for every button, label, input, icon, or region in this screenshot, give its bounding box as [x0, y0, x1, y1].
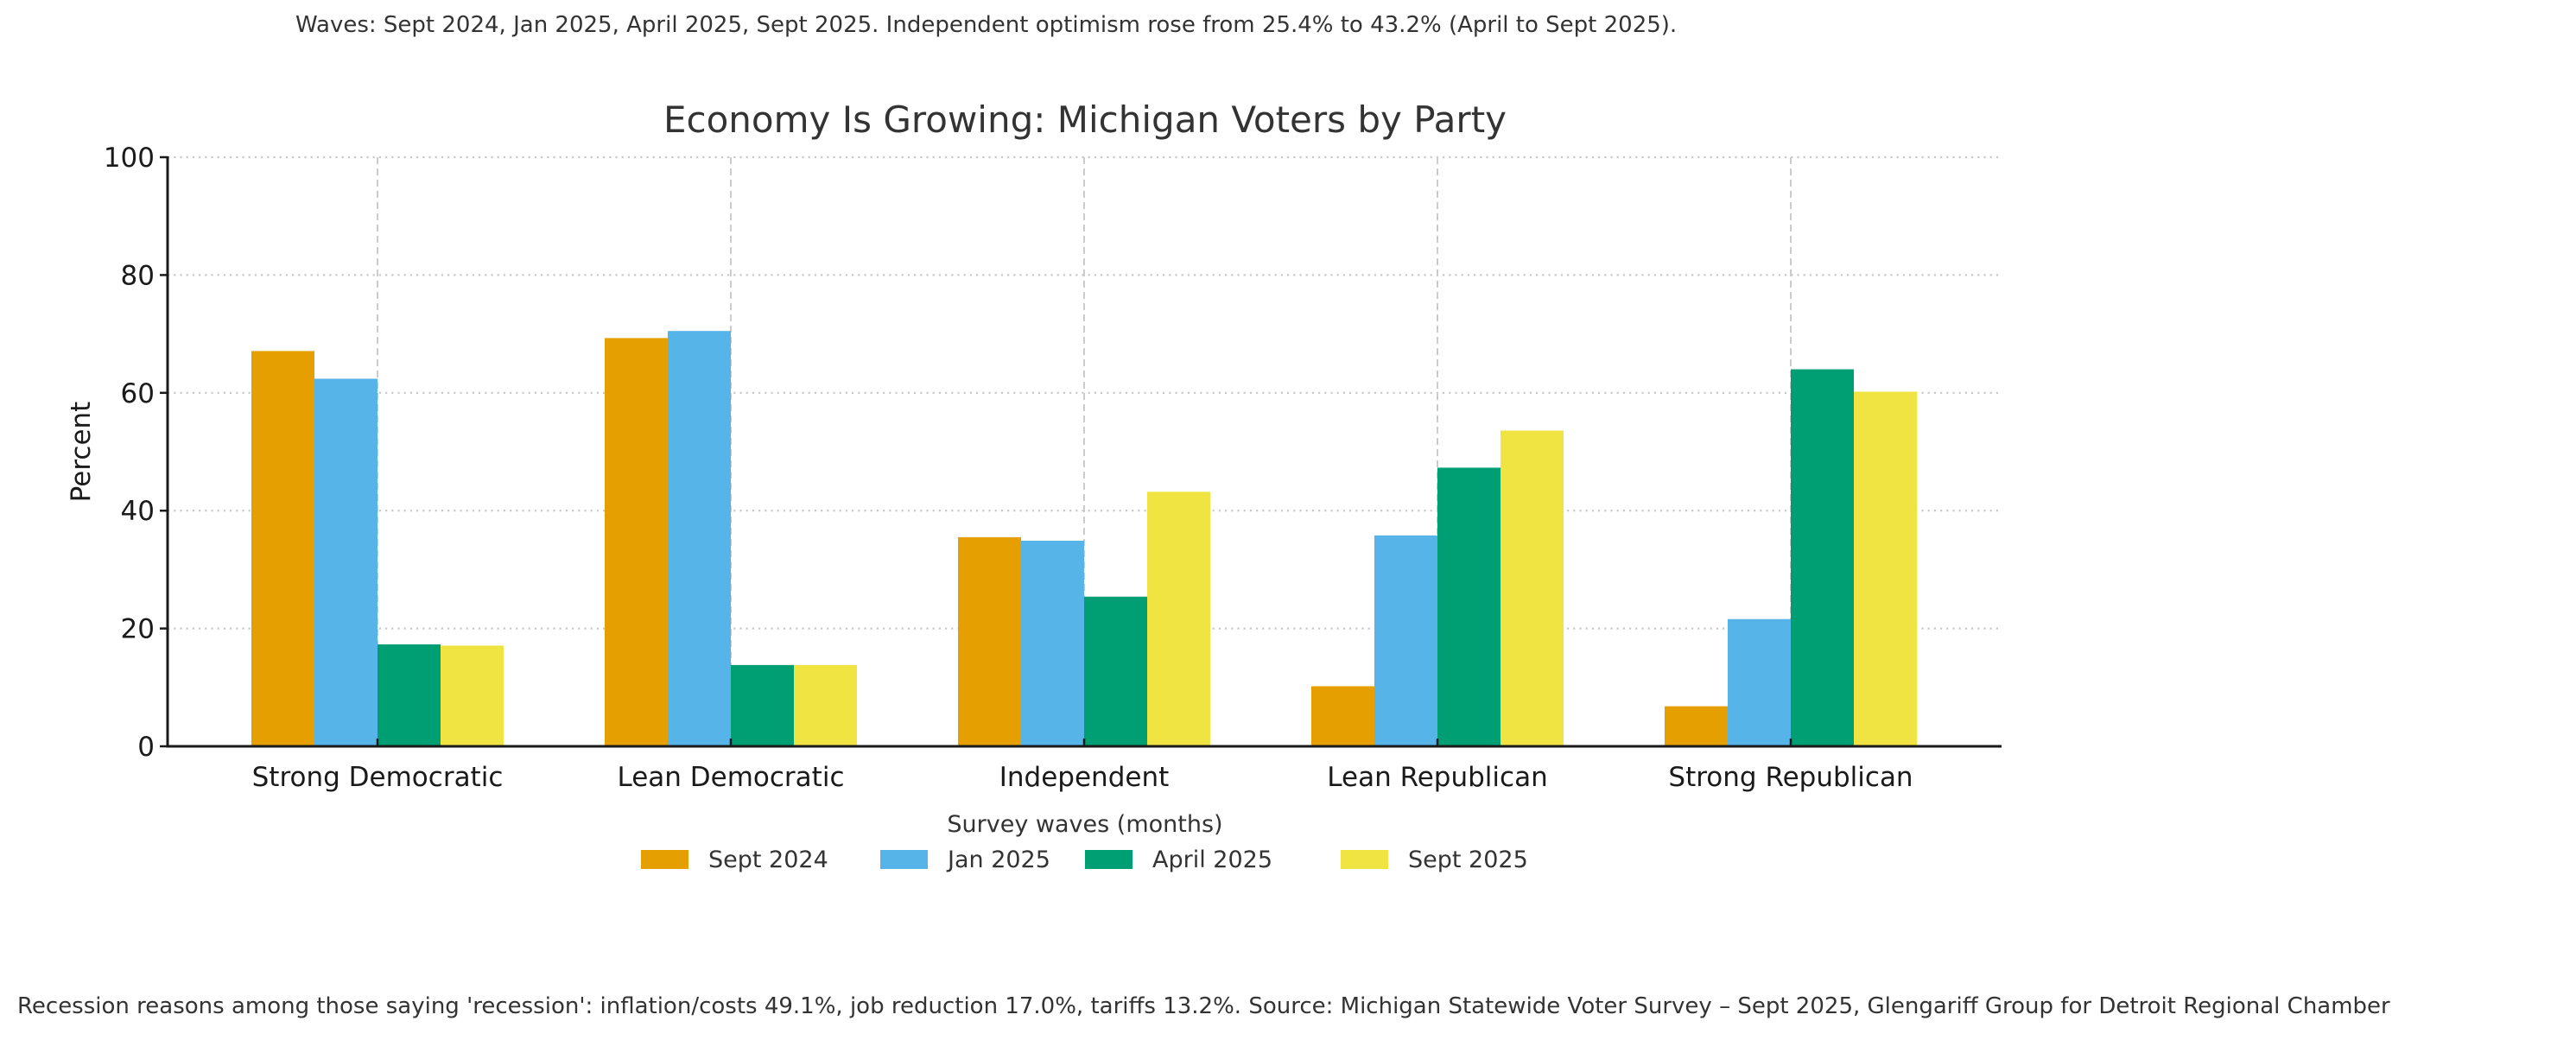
y-tick-label: 20	[121, 614, 155, 645]
bar-strong-republican-sept-2025	[1854, 391, 1917, 746]
chart-subtitle: Waves: Sept 2024, Jan 2025, April 2025, …	[295, 12, 1678, 38]
x-tick-label: Independent	[999, 762, 1170, 793]
legend-label: Sept 2024	[708, 847, 828, 873]
x-tick-label: Strong Democratic	[252, 762, 504, 793]
bar-strong-democratic-jan-2025	[314, 378, 378, 746]
bar-lean-republican-sept-2025	[1501, 430, 1564, 746]
y-tick-label: 100	[104, 143, 155, 174]
x-tick-labels: Strong Democratic Lean Democratic Independ…	[252, 739, 1913, 793]
bar-independent-sept-2025	[1147, 491, 1210, 746]
legend-label: April 2025	[1152, 847, 1272, 873]
legend: Sept 2024 Jan 2025 April 2025 Sept 2025	[641, 847, 1528, 873]
bar-independent-sept-2024	[958, 536, 1021, 746]
bar-lean-republican-april-2025	[1437, 467, 1501, 746]
y-tick-label: 40	[121, 496, 155, 527]
bar-strong-democratic-sept-2025	[441, 645, 504, 746]
bar-lean-democratic-jan-2025	[668, 331, 731, 746]
legend-swatch-april-2025	[1085, 850, 1133, 869]
legend-swatch-sept-2025	[1341, 850, 1388, 869]
y-tick-labels: 0 20 40 60 80 100	[104, 143, 168, 763]
y-tick-label: 0	[137, 732, 155, 763]
x-tick-label: Lean Republican	[1327, 762, 1547, 793]
bar-independent-jan-2025	[1021, 540, 1084, 746]
x-tick-label: Strong Republican	[1668, 762, 1913, 793]
bar-strong-republican-april-2025	[1791, 369, 1854, 746]
bar-strong-democratic-april-2025	[378, 644, 441, 746]
bar-strong-democratic-sept-2024	[251, 351, 314, 746]
bar-lean-republican-sept-2024	[1311, 686, 1374, 746]
y-tick-label: 80	[121, 260, 155, 291]
bar-strong-republican-sept-2024	[1665, 706, 1728, 746]
chart-title: Economy Is Growing: Michigan Voters by P…	[663, 98, 1507, 141]
legend-title: Survey waves (months)	[947, 811, 1222, 838]
bar-lean-democratic-sept-2024	[605, 338, 668, 746]
x-tick-label: Lean Democratic	[617, 762, 844, 793]
bar-lean-democratic-sept-2025	[794, 664, 857, 746]
bars	[251, 331, 1917, 746]
bar-lean-democratic-april-2025	[731, 664, 794, 746]
legend-label: Sept 2025	[1408, 847, 1528, 873]
legend-swatch-jan-2025	[880, 850, 928, 869]
chart-footer-note: Recession reasons among those saying 're…	[17, 993, 2390, 1019]
bar-lean-republican-jan-2025	[1374, 535, 1437, 746]
legend-label: Jan 2025	[946, 847, 1050, 873]
y-axis-label: Percent	[66, 402, 97, 503]
legend-swatch-sept-2024	[641, 850, 688, 869]
bar-strong-republican-jan-2025	[1728, 618, 1791, 746]
bar-independent-april-2025	[1084, 596, 1147, 746]
y-tick-label: 60	[121, 378, 155, 409]
